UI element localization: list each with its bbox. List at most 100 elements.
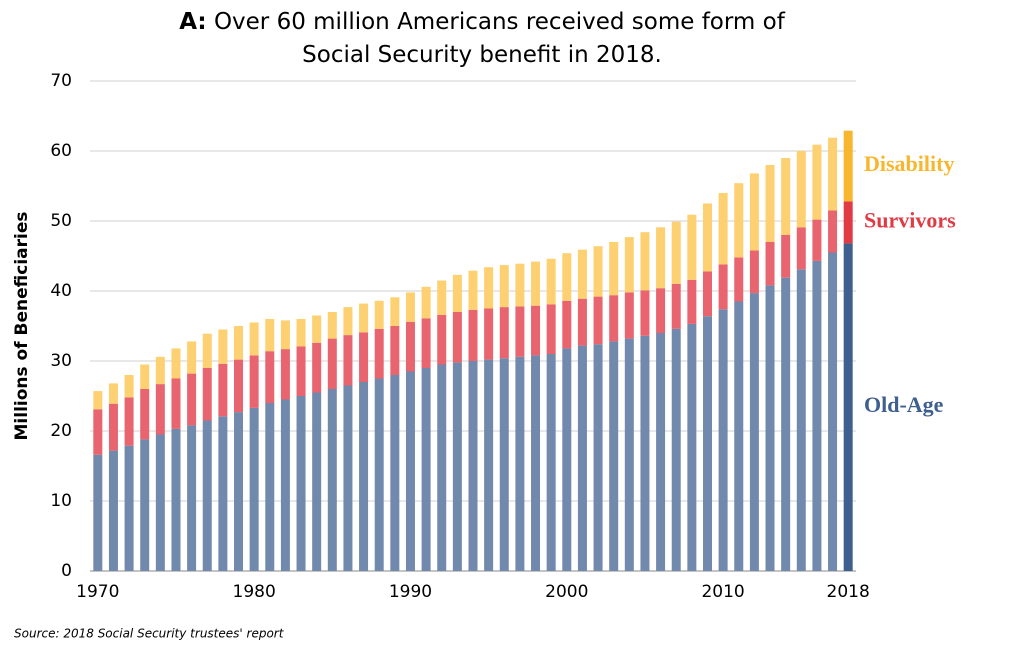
bar-segment [828, 252, 838, 571]
bar-segment [249, 355, 259, 408]
bar-segment [265, 351, 275, 403]
bar-segment [93, 391, 103, 410]
bar-segment [405, 321, 415, 372]
bar-segment [593, 296, 603, 345]
bar-segment [749, 173, 759, 251]
bar-segment [812, 219, 822, 261]
bar-segment [187, 373, 197, 426]
bar-segment [452, 312, 462, 363]
bar-segment [765, 165, 775, 242]
bar-segment [249, 407, 259, 571]
bar-segment [218, 416, 228, 571]
bar-segment [640, 335, 650, 571]
bar-segment [265, 319, 275, 352]
bar-segment [218, 363, 228, 417]
y-tick-label: 70 [50, 71, 72, 91]
bar-segment [312, 315, 322, 343]
bar-segment [531, 355, 541, 571]
bar-segment [531, 305, 541, 356]
bar-segment [781, 235, 791, 278]
bar-segment [359, 382, 369, 571]
bar-segment [374, 378, 384, 571]
title-prefix: A: [179, 9, 207, 35]
bar-segment [359, 303, 369, 333]
bar-segment [484, 308, 494, 360]
y-axis-label: Millions of Beneficiaries [12, 212, 32, 441]
legend-label: Old-Age [864, 392, 944, 417]
bar-segment [171, 378, 181, 429]
bar-segment [484, 359, 494, 571]
bar-segment [296, 396, 306, 571]
bar-segment [124, 397, 134, 446]
bar-segment [702, 203, 712, 272]
bar-segment [656, 227, 666, 289]
bar-segment [687, 279, 697, 324]
bar-segment [249, 322, 259, 356]
bar-segment [781, 277, 791, 571]
bar-segment [577, 249, 587, 299]
bar-segment [781, 158, 791, 235]
bar-segment [812, 144, 822, 220]
bar-segment [515, 306, 525, 357]
bar-segment [374, 300, 384, 329]
bar-segment [327, 312, 337, 339]
bar-segment [734, 183, 744, 258]
y-tick-label: 30 [50, 351, 72, 371]
bar-segment [202, 420, 212, 571]
bar-segment [609, 341, 619, 571]
bar-segment [327, 338, 337, 389]
bar-segment [828, 137, 838, 211]
bar-segment [405, 292, 415, 322]
bar-segment [202, 333, 212, 368]
bar-segment [280, 320, 290, 350]
bar-segment [609, 295, 619, 342]
bar-segment [202, 368, 212, 421]
bar-segment [624, 292, 634, 339]
bar-segment [640, 290, 650, 336]
bar-segment [718, 309, 728, 571]
bar-segment [218, 329, 228, 364]
bar-segment [562, 300, 572, 349]
bar-segment [140, 364, 150, 389]
bar-segment [468, 361, 478, 571]
bar-segment [437, 314, 447, 365]
x-tick-label: 1990 [389, 582, 432, 602]
bar-segment [421, 318, 431, 368]
bar-segment [624, 338, 634, 571]
bar-segment [108, 450, 118, 571]
bar-segment [312, 342, 322, 393]
bar-segment [562, 253, 572, 301]
bar-segment [265, 403, 275, 571]
bar-segment [343, 385, 353, 571]
bar-segment [796, 227, 806, 270]
bar-segment [593, 246, 603, 297]
bar-segment [343, 307, 353, 336]
bar-segment [296, 346, 306, 396]
bar-segment [765, 242, 775, 286]
bar-segment [656, 333, 666, 571]
bar-segment [390, 326, 400, 375]
bar-segment [640, 232, 650, 291]
bar-segment [234, 326, 244, 360]
bar-segment [171, 348, 181, 379]
source: Source: 2018 Social Security trustees' r… [14, 627, 285, 641]
y-tick-label: 20 [50, 421, 72, 441]
bar-segment [452, 274, 462, 312]
bar-segment [421, 368, 431, 571]
bar-segment [124, 375, 134, 398]
bar-segment [499, 265, 509, 308]
bar-segment [140, 389, 150, 440]
bar-segment [499, 358, 509, 571]
bar-segment [343, 335, 353, 386]
bar-segment [609, 242, 619, 296]
bar-segment [702, 271, 712, 317]
bar-segment [499, 307, 509, 359]
bar-segment [687, 214, 697, 280]
bar-segment [108, 383, 118, 404]
bar-segment [702, 316, 712, 571]
bar-segment [749, 293, 759, 571]
legend-label: Disability [864, 151, 954, 176]
bar-segment [327, 389, 337, 571]
bar-segment [687, 323, 697, 571]
